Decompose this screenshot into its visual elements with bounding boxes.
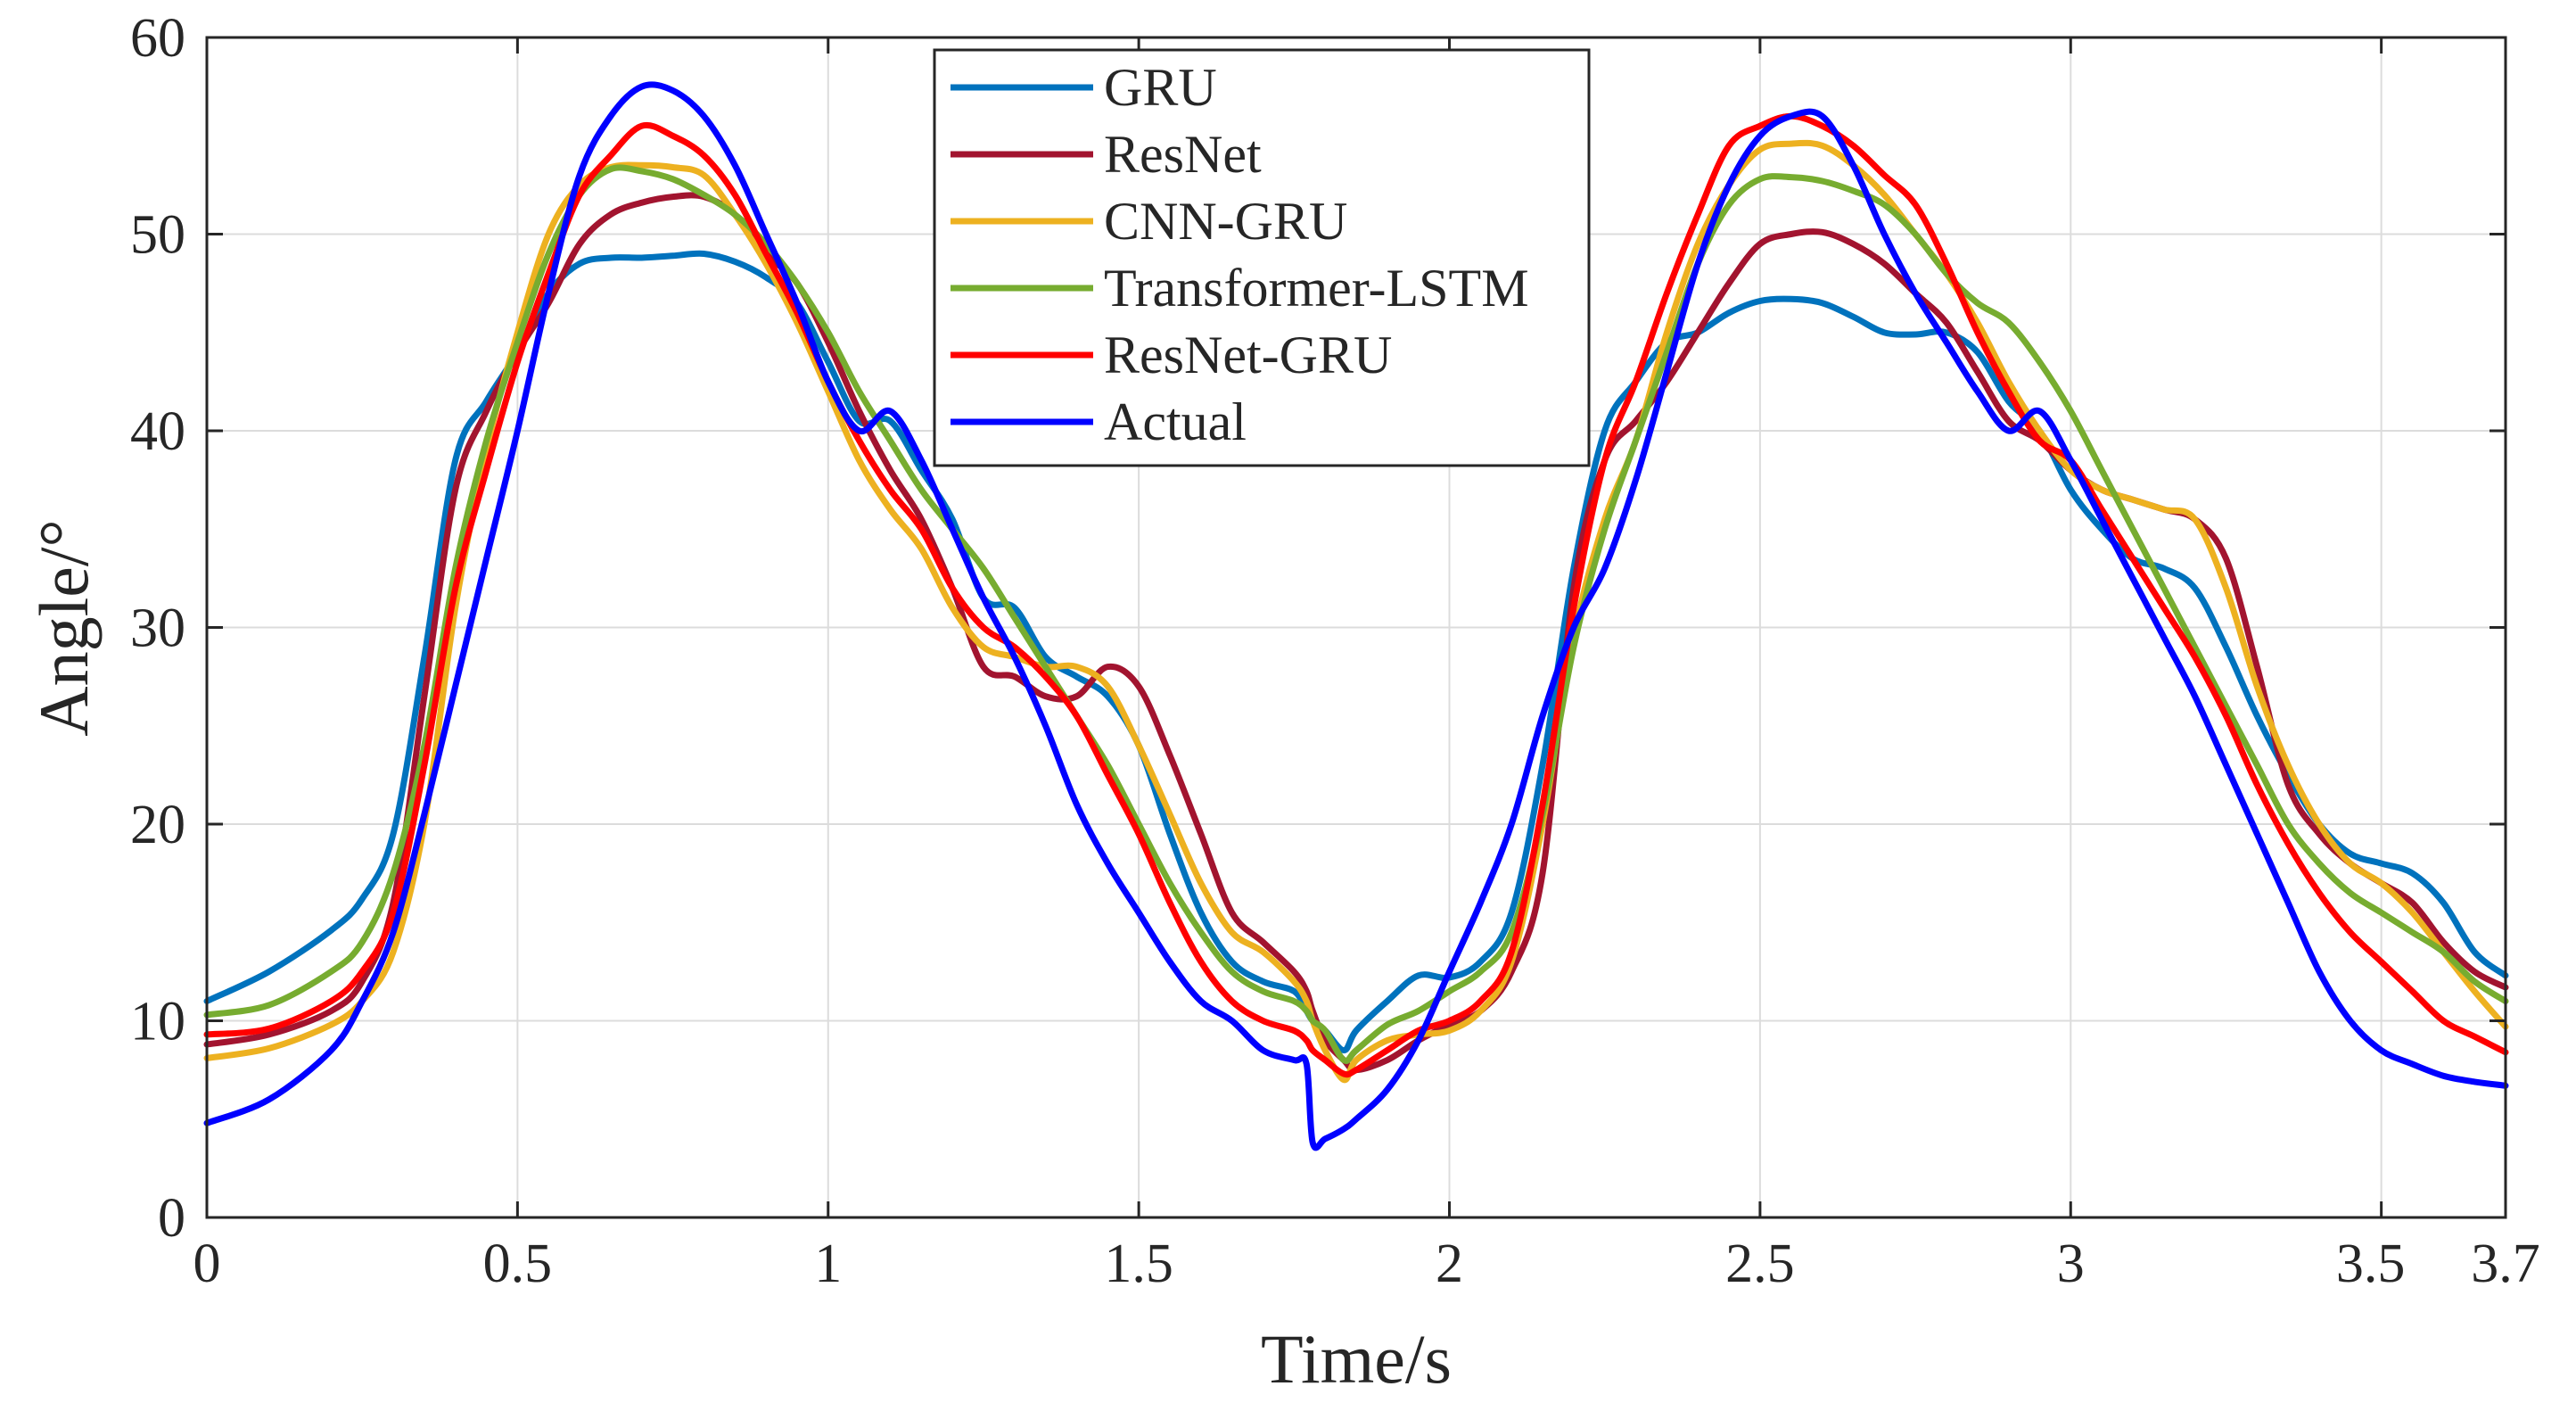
series-lines xyxy=(203,81,2509,1151)
legend-label-resnet-gru: ResNet-GRU xyxy=(1104,326,1392,384)
axis-ticks xyxy=(205,36,2507,1219)
x-tick-label: 2.5 xyxy=(1725,1234,1795,1294)
x-tick-label: 1 xyxy=(814,1234,842,1294)
x-tick-label: 3 xyxy=(2057,1234,2085,1294)
legend-label-cnn-gru: CNN-GRU xyxy=(1104,192,1347,251)
x-tick-labels: 0 0.5 1 1.5 2 2.5 3 3.5 3.7 xyxy=(193,1234,2540,1294)
legend: GRU ResNet CNN-GRU Transformer-LSTM ResNet-G… xyxy=(933,48,1591,467)
x-tick-label: 1.5 xyxy=(1104,1234,1173,1294)
series-line-resnet-gru xyxy=(203,112,2509,1078)
x-tick-label: 0 xyxy=(193,1234,221,1294)
y-axis-title: Angle/° xyxy=(25,519,103,736)
x-tick-label: 2 xyxy=(1436,1234,1463,1294)
x-tick-label: 3.7 xyxy=(2471,1234,2540,1294)
x-tick-label: 3.5 xyxy=(2336,1234,2406,1294)
series-line-transformer-lstm xyxy=(203,164,2509,1064)
series-line-gru xyxy=(203,250,2509,1054)
y-tick-labels: 0 10 20 30 40 50 60 xyxy=(130,8,185,1249)
y-tick-label: 50 xyxy=(130,205,185,266)
legend-label-resnet: ResNet xyxy=(1104,125,1262,184)
y-tick-label: 40 xyxy=(130,401,185,462)
legend-label-gru: GRU xyxy=(1104,58,1217,117)
x-axis-title: Time/s xyxy=(1261,1320,1452,1398)
series-line-actual xyxy=(203,81,2509,1151)
legend-box xyxy=(933,48,1591,467)
y-tick-label: 30 xyxy=(130,598,185,659)
y-tick-label: 0 xyxy=(158,1188,185,1249)
y-tick-label: 20 xyxy=(130,795,185,855)
x-tick-label: 0.5 xyxy=(483,1234,553,1294)
legend-label-actual: Actual xyxy=(1104,392,1247,451)
y-tick-label: 60 xyxy=(130,8,185,69)
y-tick-label: 10 xyxy=(130,992,185,1052)
legend-label-transformer-lstm: Transformer-LSTM xyxy=(1104,259,1529,318)
